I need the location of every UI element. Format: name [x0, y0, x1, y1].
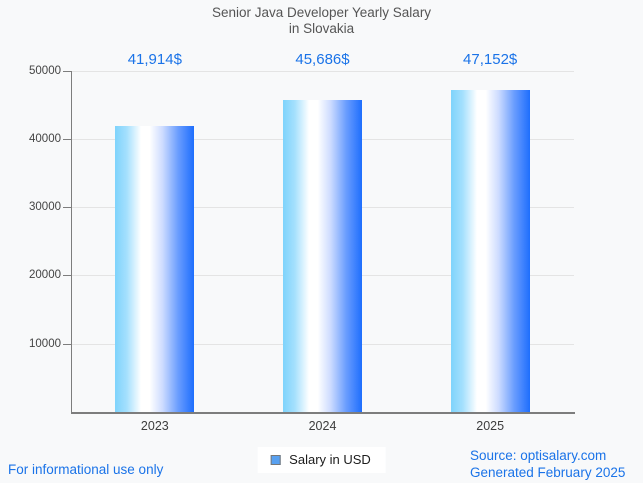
x-label-2025: 2025	[476, 419, 505, 433]
source-text: Source: optisalary.com	[470, 448, 607, 463]
x-label-2023: 2023	[140, 419, 169, 433]
generated-text: Generated February 2025	[470, 464, 626, 480]
legend-swatch-icon	[270, 454, 281, 465]
y-tick-label-30000: 30000	[29, 201, 61, 214]
y-tick-label-10000: 10000	[29, 337, 61, 350]
legend-label: Salary in USD	[289, 452, 371, 467]
y-tick-50000	[63, 70, 71, 72]
x-axis-line	[71, 412, 575, 414]
y-tick-label-50000: 50000	[29, 64, 61, 77]
y-tick-10000	[63, 343, 71, 345]
y-tick-30000	[63, 207, 71, 209]
bar-value-2023: 41,914$	[127, 51, 182, 68]
bar-2024[interactable]	[283, 99, 362, 412]
x-label-2024: 2024	[308, 419, 337, 433]
y-tick-label-40000: 40000	[29, 132, 61, 145]
bar-2025[interactable]	[450, 89, 530, 412]
y-tick-label-20000: 20000	[29, 269, 61, 282]
y-tick-20000	[63, 275, 71, 277]
bar-value-2024: 45,686$	[295, 51, 350, 68]
gridline-50000	[72, 70, 574, 72]
chart-title: Senior Java Developer Yearly Salary in S…	[0, 5, 643, 36]
y-tick-40000	[63, 138, 71, 140]
bar-value-2025: 47,152$	[463, 51, 518, 68]
bar-2023[interactable]	[115, 125, 195, 412]
legend: Salary in USD	[257, 447, 386, 473]
source-block: Source: optisalary.com Generated Februar…	[470, 448, 625, 481]
chart-title-line2: in Slovakia	[288, 20, 355, 36]
y-axis-line	[71, 70, 72, 414]
chart-title-line1: Senior Java Developer Yearly Salary	[211, 5, 432, 20]
disclaimer-text: For informational use only	[8, 462, 164, 477]
